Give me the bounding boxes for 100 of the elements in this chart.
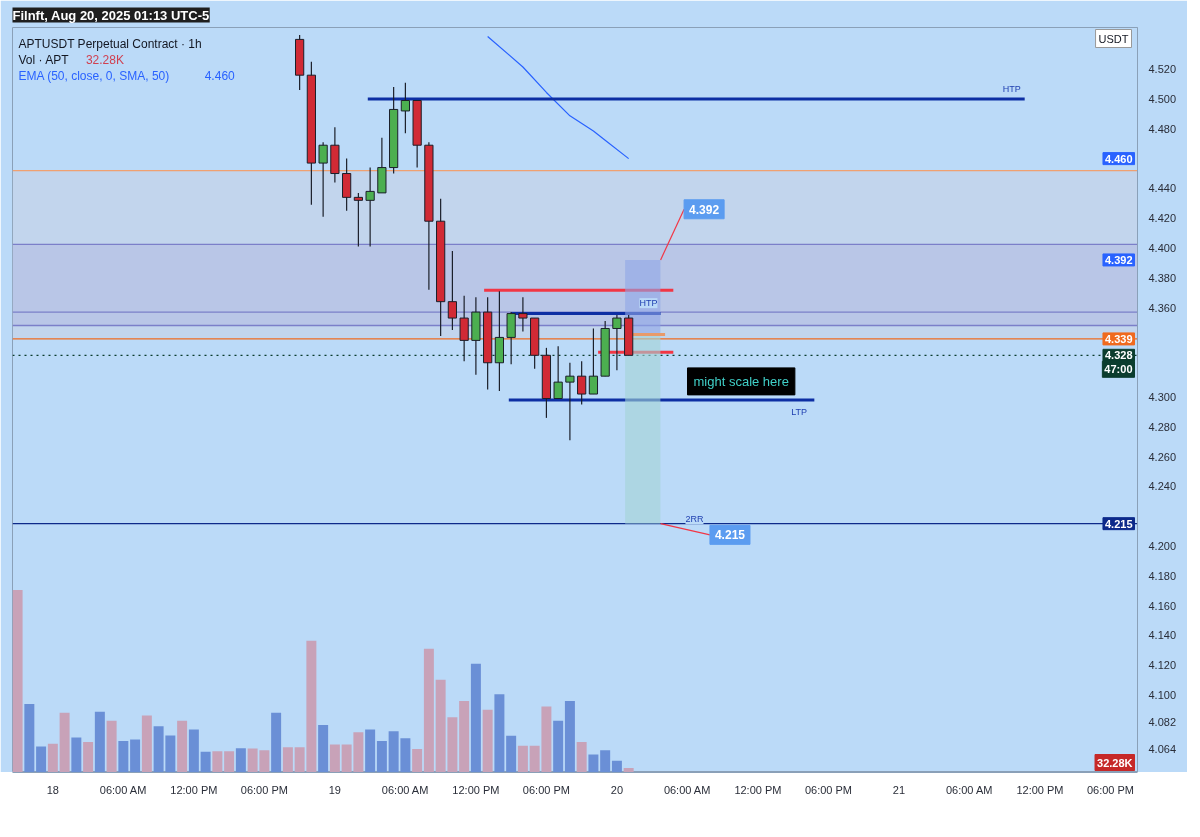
y-tick-label: 4.260 (1148, 450, 1177, 463)
bar (188, 729, 199, 773)
y-tick-label: 4.380 (1148, 271, 1177, 284)
bar (506, 735, 517, 773)
y-tick-label: 4.280 (1148, 420, 1177, 433)
bar (83, 742, 94, 773)
bar (12, 589, 23, 773)
candlestick (459, 295, 469, 362)
x-tick-label: 21 (892, 783, 906, 796)
x-tick-label: 06:00 AM (945, 783, 993, 796)
bar (318, 725, 329, 773)
y-tick-label: 4.064 (1148, 742, 1177, 755)
x-tick-label: 12:00 PM (170, 783, 218, 796)
candlestick (577, 360, 587, 406)
bar (282, 747, 293, 773)
candlestick (565, 362, 575, 441)
bar (376, 741, 387, 773)
y-tick-label: 4.082 (1148, 715, 1177, 728)
annotation: 4.392 (1104, 253, 1133, 266)
candlestick (400, 82, 410, 134)
bar (412, 748, 423, 773)
x-tick-label: 20 (610, 783, 624, 796)
x-tick-label: 06:00 PM (522, 783, 570, 796)
y-tick-label: 4.140 (1148, 629, 1177, 642)
bar (94, 711, 105, 773)
bar (118, 741, 129, 773)
bar (470, 663, 481, 773)
bar (36, 746, 47, 773)
annotation: 4.392 (689, 202, 720, 217)
text: APTUSDT Perpetual Contract · 1h (18, 36, 202, 51)
bar (365, 729, 376, 773)
bar (329, 744, 340, 773)
candlestick (506, 311, 516, 365)
annotation: HTP (1002, 83, 1021, 94)
text: Filnft, Aug 20, 2025 01:13 UTC-5 (12, 7, 210, 23)
y-tick-label: 4.200 (1148, 540, 1177, 553)
bar (517, 745, 528, 773)
x-tick-label: 06:00 AM (99, 783, 147, 796)
candlestick (365, 166, 375, 248)
y-tick-label: 4.360 (1148, 301, 1177, 314)
x-tick-label: 06:00 PM (240, 783, 288, 796)
y-tick-label: 4.440 (1148, 182, 1177, 195)
x-tick-label: 12:00 PM (734, 783, 782, 796)
bar (423, 648, 434, 773)
bar (200, 751, 211, 773)
bar (212, 751, 223, 773)
bar (576, 742, 587, 773)
annotation: LTP (791, 406, 808, 417)
bar (553, 720, 564, 773)
y-tick-label: 4.160 (1148, 599, 1177, 612)
candlestick (612, 314, 622, 371)
x-tick-label: 12:00 PM (1016, 783, 1064, 796)
x-tick-label: 06:00 PM (1086, 783, 1135, 796)
x-tick-label: 06:00 AM (663, 783, 711, 796)
text: 4.460 (204, 69, 235, 83)
bar (141, 715, 152, 773)
text: EMA (50, close, 0, SMA, 50) (18, 68, 170, 83)
bar (611, 760, 622, 773)
ref-line-label: 4.215 (1104, 517, 1133, 530)
bar (130, 739, 141, 773)
y-tick-label: 4.400 (1148, 242, 1177, 255)
annotation: HTP (639, 298, 658, 309)
annotation: 32.28K (1097, 756, 1133, 769)
bar (600, 750, 611, 773)
candlestick (588, 327, 599, 395)
line-series (487, 35, 630, 160)
bar (106, 720, 117, 773)
x-tick-label: 19 (328, 783, 342, 796)
y-tick-label: 4.240 (1148, 480, 1177, 493)
ref-line-label: 4.339 (1104, 332, 1133, 345)
candlestick (553, 345, 563, 400)
x-tick-label: 12:00 PM (452, 783, 500, 796)
bar (482, 709, 493, 773)
annotation: 4.460 (1104, 152, 1133, 165)
y-tick-label: 4.420 (1148, 212, 1177, 225)
y-tick-label: 4.180 (1148, 569, 1177, 582)
candlestick (447, 250, 458, 331)
candlestick (353, 192, 363, 248)
annotation: 2RR (685, 514, 704, 525)
bar (588, 754, 599, 773)
bar (24, 704, 35, 773)
annotation: might scale here (693, 373, 789, 389)
bar (235, 748, 246, 773)
y-tick-label: 4.480 (1148, 122, 1177, 135)
x-tick-label: 18 (46, 783, 59, 796)
x-tick-label: 06:00 PM (804, 783, 852, 796)
y-tick-label: 4.100 (1148, 689, 1177, 702)
bar (224, 751, 235, 773)
bar (59, 712, 70, 773)
bar (47, 743, 58, 773)
y-tick-label: 4.300 (1148, 391, 1177, 404)
bar (564, 701, 575, 773)
x-tick-label: 06:00 AM (381, 783, 429, 796)
candlestick (518, 296, 528, 333)
chart-title: Vol · APT (18, 52, 70, 67)
y-tick-label: 4.500 (1148, 93, 1177, 106)
bar (271, 712, 282, 773)
candlestick (318, 141, 328, 218)
text: 32.28K (85, 52, 124, 67)
bar (459, 701, 470, 773)
